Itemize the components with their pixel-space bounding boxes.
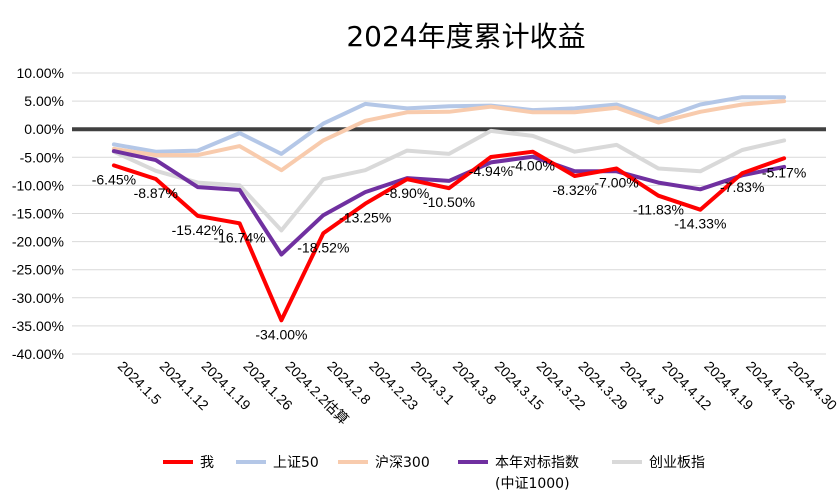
series-line [111, 128, 787, 233]
y-axis-ticks: 10.00% 5.00% 0.00% -5.00% -10.00% -15.00% -20.… [12, 65, 64, 362]
data-label: -13.25% [339, 210, 391, 226]
series-line [111, 149, 787, 257]
data-label: -8.87% [134, 185, 178, 201]
y-tick-label: -30.00% [12, 290, 64, 306]
data-label: -14.33% [674, 216, 726, 232]
legend-entry: 我 [200, 455, 214, 471]
y-tick-label: -15.00% [12, 206, 64, 222]
data-label: -6.45% [92, 171, 136, 187]
x-tick-label: 2024.3.8 [450, 358, 500, 408]
data-label: -7.83% [720, 179, 764, 195]
series-line [111, 99, 787, 173]
legend-entry: 沪深300 [375, 455, 430, 471]
y-tick-label: -35.00% [12, 318, 64, 334]
data-label: -34.00% [255, 326, 307, 342]
y-tick-label: 5.00% [24, 93, 64, 109]
legend: 我 上证50 沪深300 本年对标指数 (中证1000) 创业板指 [163, 455, 705, 492]
legend-entry: 创业板指 [649, 455, 705, 471]
legend-entry-line2: (中证1000) [495, 476, 570, 492]
chart-title: 2024年度累计收益 [346, 20, 585, 53]
data-label: -8.32% [552, 182, 596, 198]
y-tick-label: -10.00% [12, 177, 64, 193]
series-line [111, 149, 787, 323]
data-label: -4.94% [469, 163, 513, 179]
y-tick-label: -40.00% [12, 346, 64, 362]
legend-entry: 本年对标指数 [495, 455, 579, 471]
series-line [111, 95, 787, 156]
data-label: -18.52% [297, 239, 349, 255]
series-lines [111, 95, 787, 323]
data-label: -11.83% [633, 202, 684, 218]
y-tick-label: 0.00% [24, 121, 64, 137]
data-label: -16.74% [213, 229, 265, 245]
data-label: -7.00% [594, 175, 638, 191]
y-tick-label: -5.00% [20, 149, 64, 165]
y-tick-label: -25.00% [12, 262, 64, 278]
data-label: -15.42% [172, 222, 224, 238]
x-axis-ticks: 2024.1.52024.1.122024.1.192024.1.262024.… [115, 358, 837, 428]
data-labels: -6.45%-8.87% -15.42%-16.74% -34.00% -18.52%… [92, 158, 807, 343]
data-label: -5.17% [762, 164, 806, 180]
y-tick-label: -20.00% [12, 234, 64, 250]
data-label: -10.50% [423, 194, 475, 210]
legend-entry: 上证50 [273, 455, 319, 471]
y-tick-label: 10.00% [17, 65, 64, 81]
x-tick-label: 2024.1.5 [115, 358, 165, 408]
data-label: -8.90% [385, 185, 429, 201]
gridlines [72, 72, 826, 355]
data-label: -4.00% [511, 158, 555, 174]
